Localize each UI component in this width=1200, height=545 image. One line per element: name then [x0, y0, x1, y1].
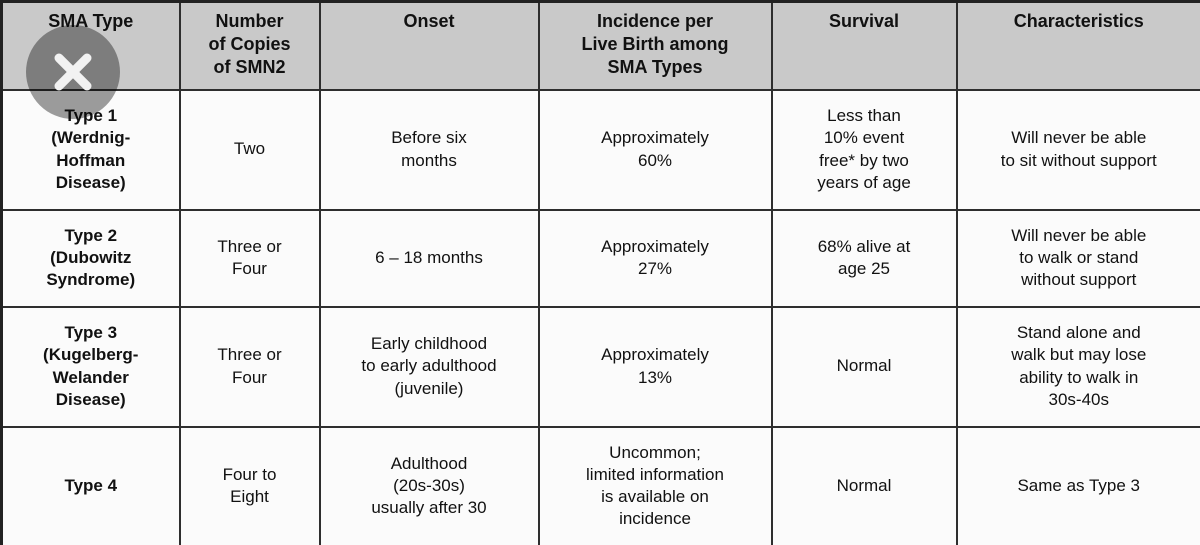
table-row-type-2: Type 2 (Dubowitz Syndrome) Three or Four… [0, 208, 1200, 308]
cell-type-1-survival: Less than 10% event free* by two years o… [770, 88, 958, 211]
cell-type-1-onset: Before six months [318, 88, 540, 211]
cell-type-2-name: Type 2 (Dubowitz Syndrome) [0, 208, 181, 308]
header-cell-characteristics: Characteristics [955, 0, 1200, 91]
cell-type-4-incidence: Uncommon; limited information is availab… [537, 425, 773, 545]
cell-type-1-copies: Two [178, 88, 321, 211]
cell-type-4-copies: Four to Eight [178, 425, 321, 545]
cell-type-3-onset: Early childhood to early adulthood (juve… [318, 305, 540, 428]
table-row-type-4: Type 4 Four to Eight Adulthood (20s-30s)… [0, 425, 1200, 545]
header-cell-onset: Onset [318, 0, 540, 91]
cell-type-4-characteristics: Same as Type 3 [955, 425, 1200, 545]
cell-type-4-survival: Normal [770, 425, 958, 545]
table-row-type-1: Type 1 (Werdnig- Hoffman Disease) Two Be… [0, 88, 1200, 211]
cell-type-3-characteristics: Stand alone and walk but may lose abilit… [955, 305, 1200, 428]
cell-type-1-characteristics: Will never be able to sit without suppor… [955, 88, 1200, 211]
cell-type-2-incidence: Approximately 27% [537, 208, 773, 308]
cell-type-3-copies: Three or Four [178, 305, 321, 428]
close-icon [54, 53, 92, 91]
table-row-type-3: Type 3 (Kugelberg- Welander Disease) Thr… [0, 305, 1200, 428]
table-header-row: SMA Type Number of Copies of SMN2 Onset … [0, 0, 1200, 91]
cell-type-3-name: Type 3 (Kugelberg- Welander Disease) [0, 305, 181, 428]
cell-type-4-onset: Adulthood (20s-30s) usually after 30 [318, 425, 540, 545]
header-cell-survival: Survival [770, 0, 958, 91]
cell-type-4-name: Type 4 [0, 425, 181, 545]
cell-type-2-characteristics: Will never be able to walk or stand with… [955, 208, 1200, 308]
cell-type-1-incidence: Approximately 60% [537, 88, 773, 211]
cell-type-2-onset: 6 – 18 months [318, 208, 540, 308]
cell-type-3-incidence: Approximately 13% [537, 305, 773, 428]
cell-type-2-copies: Three or Four [178, 208, 321, 308]
cell-type-3-survival: Normal [770, 305, 958, 428]
close-button[interactable] [47, 46, 99, 98]
cell-type-2-survival: 68% alive at age 25 [770, 208, 958, 308]
header-cell-incidence: Incidence per Live Birth among SMA Types [537, 0, 773, 91]
header-cell-smn2-copies: Number of Copies of SMN2 [178, 0, 321, 91]
cell-type-1-name: Type 1 (Werdnig- Hoffman Disease) [0, 88, 181, 211]
